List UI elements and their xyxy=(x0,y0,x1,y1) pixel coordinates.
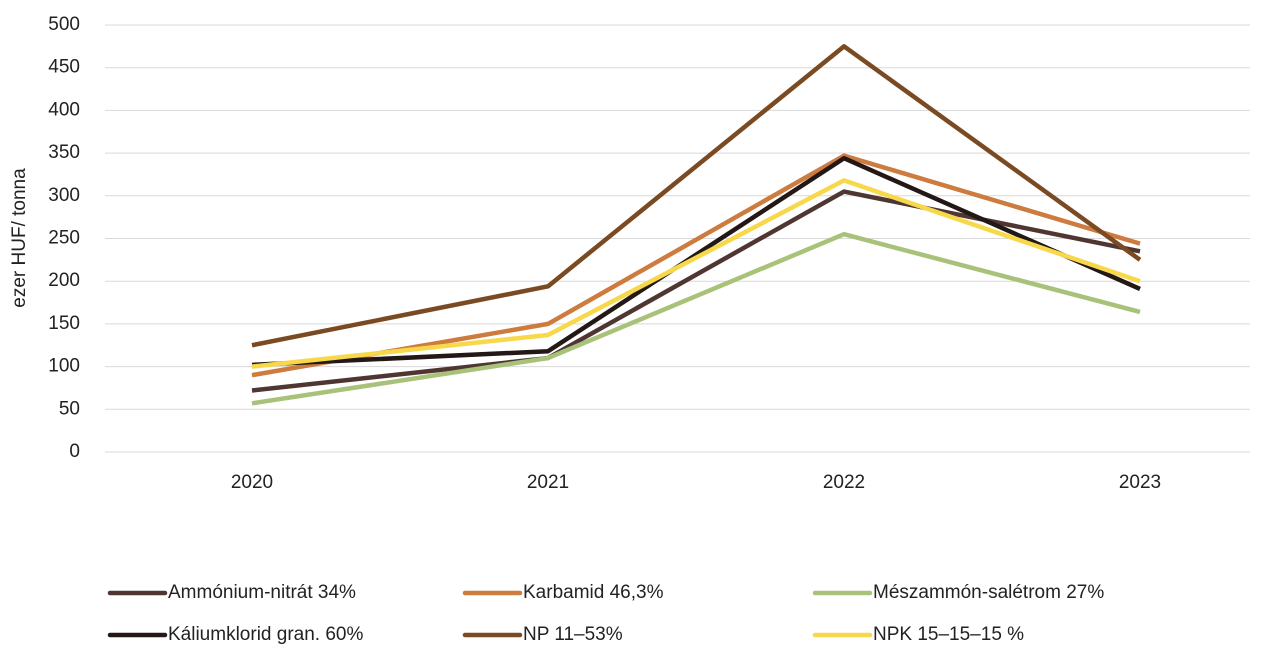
y-tick-label: 100 xyxy=(48,356,80,377)
x-tick-label: 2023 xyxy=(1119,472,1161,493)
legend-label: Káliumklorid gran. 60% xyxy=(168,624,363,645)
series-line xyxy=(251,231,1141,406)
y-tick-label: 50 xyxy=(59,398,80,419)
y-tick-label: 0 xyxy=(69,441,80,462)
legend-label: Ammónium-nitrát 34% xyxy=(168,582,356,603)
y-tick-label: 500 xyxy=(48,14,80,35)
legend-label: Mészammón-salétrom 27% xyxy=(873,582,1104,603)
legend-label: NPK 15–15–15 % xyxy=(873,624,1024,645)
legend-label: Karbamid 46,3% xyxy=(523,582,664,603)
series-line xyxy=(251,44,1142,348)
y-tick-label: 300 xyxy=(48,185,80,206)
y-tick-label: 250 xyxy=(48,228,80,249)
series-line xyxy=(251,153,1141,378)
y-axis-label: ezer HUF/ tonna xyxy=(9,168,30,308)
x-tick-label: 2021 xyxy=(527,472,569,493)
y-tick-label: 400 xyxy=(48,99,80,120)
y-tick-label: 150 xyxy=(48,313,80,334)
y-tick-label: 200 xyxy=(48,270,80,291)
x-tick-label: 2020 xyxy=(231,472,273,493)
series-line xyxy=(251,155,1141,368)
y-tick-label: 450 xyxy=(48,57,80,78)
x-tick-label: 2022 xyxy=(823,472,865,493)
series-line xyxy=(251,178,1141,369)
y-tick-label: 350 xyxy=(48,142,80,163)
legend-label: NP 11–53% xyxy=(523,624,623,645)
